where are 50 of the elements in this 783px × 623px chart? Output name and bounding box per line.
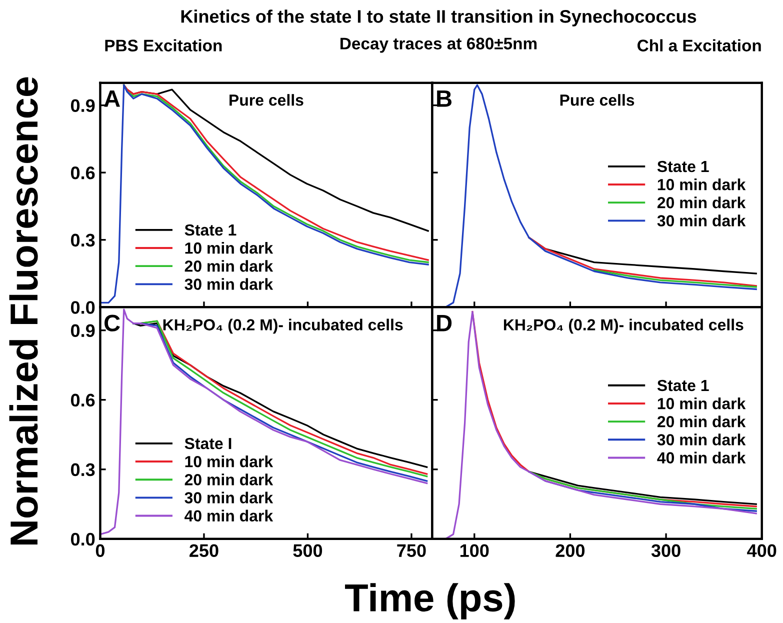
y-axis-title: Normalized Fluorescence: [9, 77, 38, 544]
legend-label: 20 min dark: [657, 416, 746, 428]
y-tick-label: 0.6: [70, 394, 95, 407]
annotation: KH₂PO₄ (0.2 M)- incubated cells: [504, 318, 744, 334]
y-tick-label: 0.0: [70, 532, 95, 546]
y-tick-label: 0.9: [70, 324, 95, 338]
chart-subtitle: PBS Excitation: [105, 39, 222, 52]
legend-label: State 1: [657, 380, 709, 392]
legend-label: 10 min dark: [185, 242, 274, 254]
legend-label: 10 min dark: [658, 178, 746, 190]
legend-label: 40 min dark: [184, 510, 274, 522]
x-tick-label: 500: [293, 544, 322, 558]
y-tick-label: 0.0: [70, 301, 95, 314]
y-tick-label: 0.3: [70, 463, 95, 476]
y-tick-label: 0.9: [70, 99, 95, 112]
legend-label: State 1: [657, 160, 709, 172]
x-tick-label: 250: [190, 544, 218, 558]
annotation: D: [437, 314, 452, 332]
chart-title: Chl a Excitation: [638, 39, 761, 52]
x-tick-label: 100: [460, 544, 489, 558]
annotation: B: [437, 90, 452, 107]
x-axis-title: Time (ps): [345, 583, 515, 620]
legend-label: 30 min dark: [657, 434, 746, 446]
y-tick-label: 0.3: [70, 234, 95, 247]
annotation: Pure cells: [230, 94, 304, 106]
annotation: KH₂PO₄ (0.2 M)- incubated cells: [163, 318, 403, 334]
line-series: [100, 84, 429, 304]
x-tick-label: 400: [747, 544, 776, 558]
text: Decay traces at 680±5nm: [340, 38, 537, 53]
x-tick-label: 0: [96, 544, 105, 558]
legend-label: State I: [184, 438, 232, 450]
legend-label: 10 min dark: [658, 397, 746, 410]
y-tick-label: 0.6: [70, 166, 95, 180]
legend-label: 30 min dark: [184, 492, 274, 504]
annotation: A: [104, 90, 120, 107]
legend-label: 30 min dark: [657, 214, 746, 226]
x-tick-label: 300: [651, 544, 680, 558]
legend-label: 40 min dark: [657, 452, 746, 464]
annotation: C: [104, 314, 120, 332]
x-tick-label: 200: [556, 544, 585, 558]
x-tick-label: 750: [397, 544, 426, 558]
legend-label: 20 min dark: [184, 260, 274, 272]
legend-label: 20 min dark: [184, 474, 274, 486]
legend-label: 10 min dark: [185, 456, 274, 468]
legend-label: 20 min dark: [657, 196, 746, 208]
legend-label: State 1: [184, 224, 236, 236]
line-series: [100, 308, 428, 536]
chart-title: Kinetics of the state I to state II transition in Synechococcus: [181, 10, 696, 26]
legend-label: 30 min dark: [184, 278, 274, 290]
annotation: Pure cells: [560, 94, 634, 106]
